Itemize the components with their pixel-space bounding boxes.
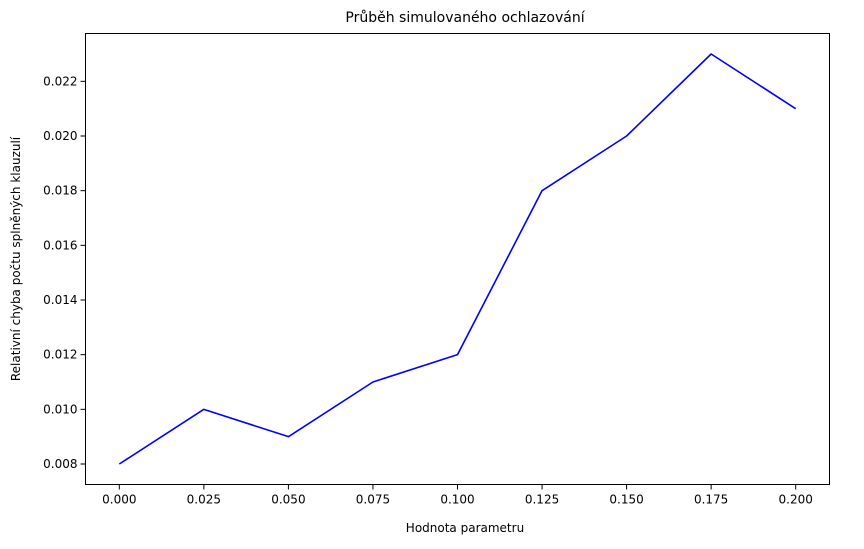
- series-layer: [118, 53, 797, 465]
- x-axis: 0.000 0.025 0.050 0.075 0.100 0.125 0.150 0.175…: [102, 484, 813, 507]
- y-tick-label: 0.022: [43, 74, 77, 88]
- x-axis-label: Hodnota parametru: [406, 521, 524, 535]
- x-tick-label: 0.100: [440, 493, 474, 507]
- plot-area-frame: [85, 33, 830, 485]
- y-tick-label: 0.012: [43, 348, 77, 362]
- y-tick-label: 0.020: [43, 129, 77, 143]
- x-tick-label: 0.200: [779, 493, 813, 507]
- y-tick-label: 0.010: [43, 402, 77, 416]
- chart-title: Průběh simulovaného ochlazování: [345, 10, 585, 26]
- x-tick-label: 0.025: [187, 493, 221, 507]
- x-tick-label: 0.050: [271, 493, 305, 507]
- series-line: [118, 53, 797, 465]
- x-tick-label: 0.125: [525, 493, 559, 507]
- y-axis: 0.008 0.010 0.012 0.014 0.016 0.018 0.020 0.022: [43, 74, 86, 471]
- y-tick-label: 0.008: [43, 457, 77, 471]
- y-tick-label: 0.018: [43, 184, 77, 198]
- x-tick-label: 0.075: [356, 493, 390, 507]
- x-tick-label: 0.000: [102, 493, 136, 507]
- x-tick-label: 0.175: [694, 493, 728, 507]
- y-tick-label: 0.014: [43, 293, 77, 307]
- y-axis-label: Relativní chyba počtu splněných klauzulí: [9, 136, 23, 381]
- y-tick-label: 0.016: [43, 238, 77, 252]
- x-tick-label: 0.150: [609, 493, 643, 507]
